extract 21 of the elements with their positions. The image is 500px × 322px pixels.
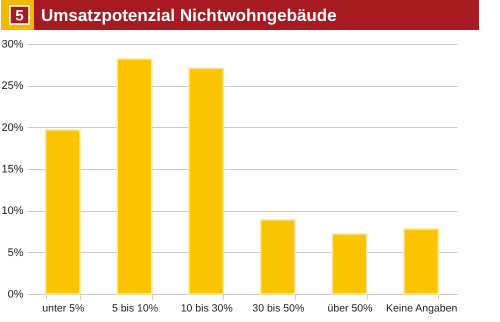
bar	[116, 58, 152, 295]
bar	[260, 219, 296, 295]
chart-title: Umsatzpotenzial Nichtwohngebäude	[41, 6, 337, 25]
y-tick-label: 15%	[1, 164, 24, 176]
y-tick-label: 5%	[8, 246, 24, 259]
y-tick-label: 10%	[1, 205, 24, 218]
y-tick-label: 0%	[8, 288, 24, 300]
bar	[188, 67, 224, 295]
text: 5	[15, 8, 24, 24]
bar	[332, 233, 368, 295]
y-tick-label: 20%	[1, 122, 24, 134]
y-tick-label: 25%	[1, 80, 24, 92]
x-tick-label: Keine Angaben	[386, 302, 458, 314]
x-tick-label: 10 bis 30%	[180, 302, 233, 314]
bar	[403, 228, 440, 295]
x-tick-label: über 50%	[328, 302, 372, 314]
x-tick-label: 5 bis 10%	[112, 302, 158, 314]
x-tick-label: 30 bis 50%	[252, 302, 304, 314]
bar	[44, 129, 81, 295]
x-tick-label: unter 5%	[42, 302, 84, 314]
y-tick-label: 30%	[1, 38, 24, 50]
